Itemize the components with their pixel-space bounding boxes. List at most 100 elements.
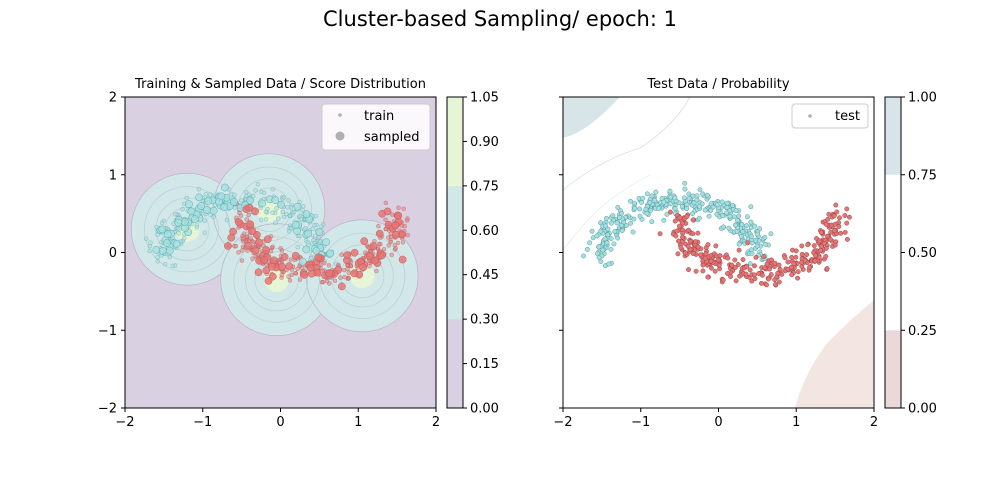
test-point [735, 217, 741, 223]
test-point [837, 215, 842, 221]
test-point [614, 220, 620, 226]
legend-label-sampled: sampled [364, 130, 420, 145]
sampled-point [185, 200, 193, 209]
sampled-point [209, 206, 218, 215]
test-point [744, 214, 750, 220]
test-point [708, 258, 714, 264]
test-point [603, 223, 609, 229]
colorbar-tick-label: 0.00 [470, 402, 499, 417]
test-point [596, 244, 602, 250]
test-point [696, 203, 702, 209]
sampled-point [197, 202, 206, 210]
train-point [167, 254, 172, 260]
test-point [817, 247, 823, 253]
sampled-point [158, 225, 167, 234]
test-point [675, 251, 681, 257]
test-point [753, 237, 758, 243]
test-point [736, 213, 742, 219]
test-point [789, 254, 795, 260]
test-point [825, 233, 830, 239]
train-point [386, 243, 391, 248]
test-point [759, 272, 765, 278]
train-point [305, 239, 311, 245]
test-point [657, 231, 663, 237]
right-legend-box [791, 103, 869, 129]
test-point [679, 204, 685, 209]
sampled-point [365, 252, 374, 260]
sampled-point [165, 246, 174, 255]
train-point [173, 212, 178, 217]
left-colorbar: 0.00 0.15 0.30 0.45 0.60 0.75 0.90 1.05 [446, 91, 499, 417]
test-point [632, 205, 638, 211]
train-point [383, 200, 388, 206]
test-point [788, 264, 794, 270]
sampled-point [343, 251, 352, 259]
left-legend: train sampled [321, 103, 431, 151]
test-point [747, 261, 753, 267]
test-point [834, 209, 840, 215]
test-point [643, 206, 649, 212]
test-point [748, 233, 754, 239]
sampled-point [302, 210, 311, 218]
test-point [825, 216, 831, 222]
test-point [776, 262, 782, 268]
train-point [180, 207, 185, 212]
test-point [700, 262, 706, 268]
train-point [291, 210, 297, 215]
train-point [293, 270, 298, 276]
colorbar-tick-label: 0.15 [470, 357, 499, 372]
test-point [799, 243, 805, 249]
train-point [170, 263, 175, 269]
sampled-point [300, 270, 309, 279]
x-tick-label: −2 [115, 415, 134, 430]
train-point [345, 266, 350, 272]
legend-marker-test [808, 114, 812, 118]
test-point [606, 261, 612, 267]
legend-marker-train [338, 113, 342, 117]
colorbar-band [447, 97, 463, 186]
y-tick-label: 2 [109, 91, 117, 106]
sampled-point [220, 203, 229, 211]
test-point [775, 270, 781, 276]
train-point [286, 274, 291, 279]
test-point [653, 189, 659, 195]
train-point [211, 214, 216, 220]
test-point [690, 217, 696, 223]
train-point [389, 252, 394, 258]
test-point [686, 227, 691, 233]
test-point [745, 240, 751, 246]
train-point [279, 248, 285, 253]
test-point [676, 223, 682, 229]
test-point [733, 208, 739, 214]
sampled-point [383, 207, 392, 216]
test-point [836, 224, 842, 229]
train-point [248, 236, 253, 241]
train-point [319, 224, 324, 229]
colorbar-tick-label: 0.75 [908, 168, 937, 183]
test-point [690, 251, 696, 256]
test-point [594, 233, 600, 239]
colorbar-band [447, 185, 463, 320]
prob-contour-line [563, 174, 651, 251]
colorbar-frame [446, 96, 464, 409]
test-point [802, 257, 808, 263]
test-point [644, 191, 650, 197]
test-point [844, 236, 850, 242]
test-point [603, 215, 609, 221]
train-point [400, 240, 406, 245]
train-point [388, 239, 393, 245]
right-panel: Test Data / Probability −2 −1 0 1 2 test 0.0… [553, 77, 937, 430]
train-point [263, 209, 269, 214]
test-point [844, 206, 850, 212]
test-point [678, 245, 684, 251]
sampled-point [158, 247, 167, 255]
right-axis-ticks: −2 −1 0 1 2 [553, 96, 878, 430]
sampled-point [350, 269, 359, 278]
colorbar-band [885, 330, 901, 408]
x-tick-label: −1 [631, 415, 650, 430]
colorbar-band [885, 174, 901, 331]
test-point [769, 257, 774, 263]
left-scatter-points [143, 182, 410, 291]
test-point [661, 199, 667, 205]
sampled-point [255, 238, 263, 247]
